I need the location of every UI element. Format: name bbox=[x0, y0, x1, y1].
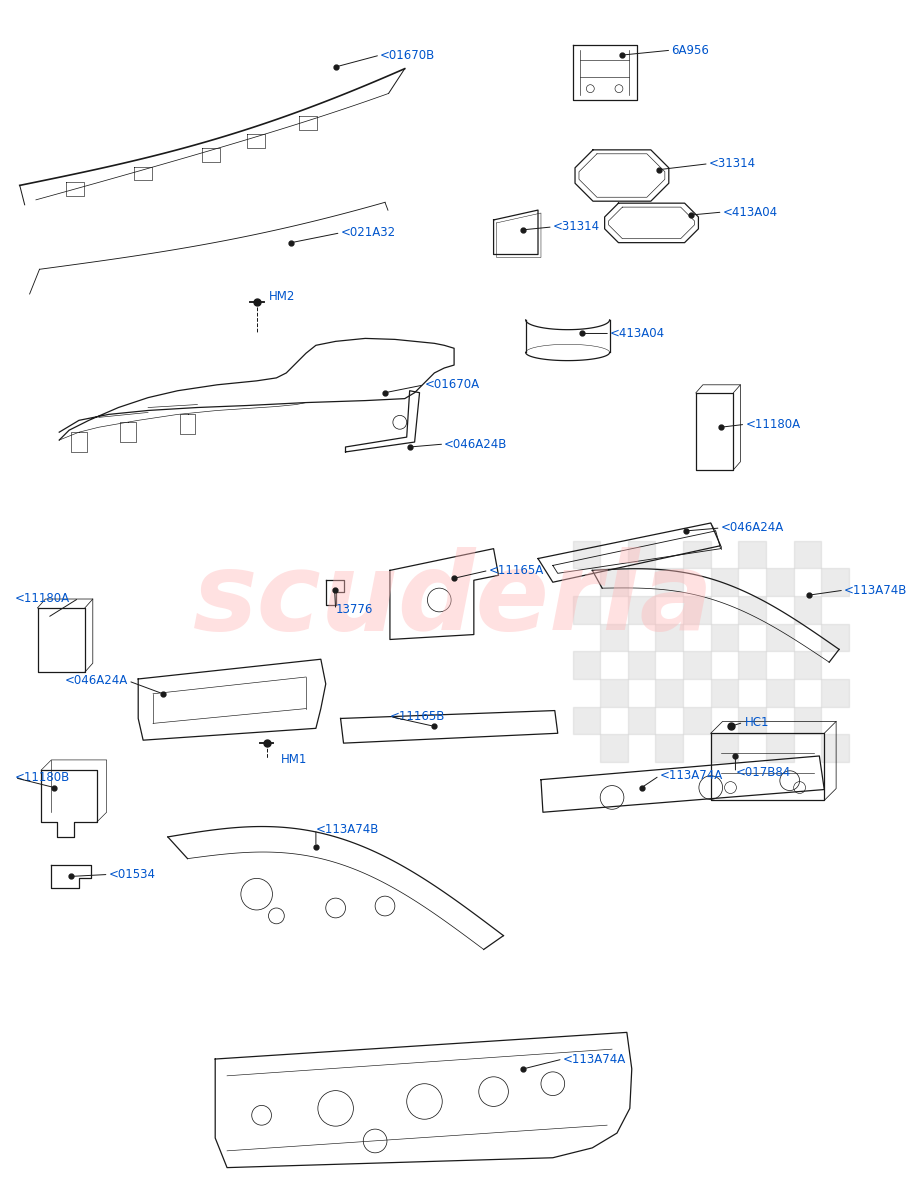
Text: <11165A: <11165A bbox=[489, 564, 544, 577]
Bar bbox=[738, 596, 766, 624]
Bar bbox=[683, 596, 710, 624]
Bar bbox=[573, 707, 600, 734]
Bar bbox=[683, 541, 710, 569]
Text: <01670B: <01670B bbox=[380, 48, 436, 61]
Bar bbox=[710, 624, 738, 652]
Text: scuderia: scuderia bbox=[193, 547, 714, 653]
Text: <11165B: <11165B bbox=[390, 710, 446, 722]
Bar bbox=[655, 734, 683, 762]
Text: <113A74B: <113A74B bbox=[844, 583, 907, 596]
Bar bbox=[794, 596, 822, 624]
Text: <113A74A: <113A74A bbox=[660, 769, 722, 782]
Text: 13776: 13776 bbox=[335, 604, 373, 617]
Bar bbox=[600, 569, 628, 596]
Bar bbox=[683, 707, 710, 734]
Bar bbox=[628, 596, 655, 624]
Text: <046A24A: <046A24A bbox=[65, 674, 129, 688]
Bar bbox=[766, 624, 794, 652]
Text: <021A32: <021A32 bbox=[341, 227, 396, 239]
Bar bbox=[710, 679, 738, 707]
Bar bbox=[822, 679, 849, 707]
Text: <31314: <31314 bbox=[709, 157, 756, 170]
Bar bbox=[683, 652, 710, 679]
Text: <11180A: <11180A bbox=[745, 418, 800, 431]
Bar bbox=[794, 707, 822, 734]
Text: <413A04: <413A04 bbox=[610, 326, 665, 340]
Bar bbox=[822, 569, 849, 596]
Text: HC1: HC1 bbox=[745, 716, 770, 728]
Bar bbox=[822, 734, 849, 762]
Bar bbox=[766, 734, 794, 762]
Bar bbox=[794, 541, 822, 569]
Bar bbox=[710, 569, 738, 596]
Text: <113A74A: <113A74A bbox=[562, 1052, 626, 1066]
Bar bbox=[738, 652, 766, 679]
Bar bbox=[655, 679, 683, 707]
Text: <01534: <01534 bbox=[108, 868, 155, 881]
Bar bbox=[655, 624, 683, 652]
Bar bbox=[766, 569, 794, 596]
Text: HM1: HM1 bbox=[281, 754, 308, 767]
Bar bbox=[600, 679, 628, 707]
Bar bbox=[573, 652, 600, 679]
Text: <31314: <31314 bbox=[553, 221, 600, 233]
Bar bbox=[628, 541, 655, 569]
Text: <11180A: <11180A bbox=[15, 592, 70, 605]
Bar bbox=[738, 707, 766, 734]
Text: HM2: HM2 bbox=[268, 290, 295, 304]
Text: <413A04: <413A04 bbox=[722, 205, 777, 218]
Text: 6A956: 6A956 bbox=[671, 43, 709, 56]
Bar bbox=[628, 652, 655, 679]
Text: <017B84: <017B84 bbox=[735, 767, 790, 779]
Bar bbox=[573, 596, 600, 624]
Text: <01670A: <01670A bbox=[425, 378, 480, 391]
Text: <046A24B: <046A24B bbox=[444, 438, 507, 450]
Bar bbox=[600, 624, 628, 652]
Text: <046A24A: <046A24A bbox=[720, 522, 784, 534]
Bar bbox=[738, 541, 766, 569]
Bar bbox=[600, 734, 628, 762]
Bar bbox=[822, 624, 849, 652]
Text: <113A74B: <113A74B bbox=[316, 822, 380, 835]
Bar bbox=[766, 679, 794, 707]
Bar bbox=[573, 541, 600, 569]
Bar bbox=[628, 707, 655, 734]
Bar bbox=[710, 734, 738, 762]
Bar bbox=[794, 652, 822, 679]
Bar bbox=[655, 569, 683, 596]
Text: <11180B: <11180B bbox=[15, 772, 70, 784]
